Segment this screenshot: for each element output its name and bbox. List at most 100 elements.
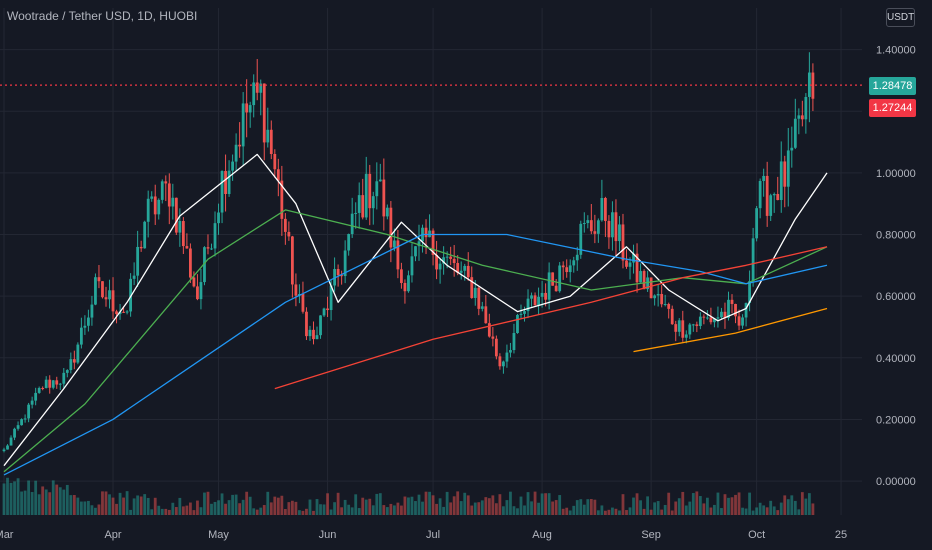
candle-body (111, 290, 115, 312)
volume-bar (547, 493, 551, 515)
volume-bar (438, 498, 442, 515)
volume-bar (642, 508, 646, 515)
candle-body (526, 298, 530, 312)
candle-body (484, 306, 488, 324)
volume-bar (691, 493, 695, 515)
candle-body (540, 292, 544, 297)
candle-body (688, 324, 692, 335)
candle-body (396, 240, 400, 270)
volume-bar (171, 502, 175, 515)
volume-bar (751, 510, 755, 515)
volume-bar (554, 500, 558, 515)
y-tick-label: 0.00000 (876, 476, 916, 488)
volume-bar (748, 492, 751, 515)
volume-bar (400, 505, 403, 515)
candle-body (466, 265, 470, 278)
candle-body (786, 150, 790, 187)
volume-bar (519, 496, 523, 515)
candle-body (502, 361, 505, 367)
candle-body (410, 256, 414, 276)
volume-bar (526, 492, 530, 515)
candle-body (649, 277, 653, 299)
candle-body (259, 83, 263, 93)
volume-bar (635, 493, 639, 515)
candle-body (188, 248, 192, 278)
candle-body (83, 325, 87, 328)
candle-body (252, 82, 256, 106)
candle-body (530, 295, 533, 299)
y-tick-label: 1.00000 (876, 168, 916, 180)
candle-body (203, 247, 206, 283)
volume-bar (347, 504, 351, 515)
candle-body (23, 418, 27, 420)
x-tick-label: Aug (532, 529, 552, 541)
candle-body (108, 290, 111, 300)
volume-bar (509, 491, 512, 515)
candle-body (283, 218, 287, 232)
unit-currency-button[interactable]: USDT (886, 8, 915, 27)
chart-title: Wootrade / Tether USD, 1D, HUOBI (7, 9, 198, 23)
candle-body (473, 287, 477, 298)
volume-bars (2, 477, 815, 515)
candle-body (776, 193, 780, 201)
candle-body (213, 223, 217, 249)
volume-bar (449, 502, 453, 515)
candle-body (58, 383, 62, 385)
volume-bar (470, 505, 474, 515)
candle-body (442, 257, 446, 264)
volume-bar (203, 492, 206, 515)
volume-bar (143, 494, 147, 515)
moving-average-lines (3, 153, 828, 476)
volume-bar (456, 491, 460, 515)
volume-bar (730, 497, 734, 515)
candle-body (79, 327, 83, 345)
candle-body (407, 275, 410, 292)
volume-bar (600, 505, 604, 515)
candle-body (312, 329, 315, 340)
volume-bar (758, 502, 762, 515)
volume-bar (688, 501, 692, 515)
volume-bar (9, 482, 13, 515)
candle-body (445, 256, 449, 258)
volume-bar (786, 499, 790, 515)
volume-bar (720, 508, 723, 515)
candle-body (294, 284, 298, 296)
volume-bar (716, 492, 720, 515)
volume-bar (674, 501, 678, 515)
volume-bar (695, 491, 699, 515)
volume-bar (206, 491, 210, 515)
x-tick-label: Mar (0, 529, 14, 541)
candle-body (76, 344, 80, 363)
candle-body (452, 258, 456, 264)
volume-bar (530, 501, 533, 515)
volume-bar (533, 491, 537, 515)
volume-bar (579, 499, 583, 515)
volume-bar (734, 494, 737, 515)
candle-body (280, 180, 284, 219)
volume-bar (537, 502, 540, 515)
candle-body (800, 115, 804, 120)
candle-body (755, 208, 759, 239)
volume-bar (343, 499, 347, 515)
volume-bar (516, 508, 519, 515)
volume-bar (97, 504, 101, 515)
candle-body (435, 254, 438, 270)
candle-body (618, 224, 621, 242)
candle-body (734, 303, 737, 317)
volume-bar (350, 507, 354, 515)
volume-bar (568, 510, 572, 515)
moving-average-line (3, 209, 828, 473)
candle-body (276, 169, 280, 181)
volume-bar (625, 510, 628, 515)
candle-body (551, 272, 555, 286)
candle-body (129, 278, 133, 312)
volume-bar (231, 494, 235, 515)
candle-body (533, 295, 537, 306)
candle-body (568, 265, 572, 273)
volume-bar (628, 507, 632, 515)
candle-body (748, 281, 751, 303)
volume-bar (326, 493, 329, 515)
candle-body (431, 230, 435, 255)
candle-body (20, 419, 23, 426)
